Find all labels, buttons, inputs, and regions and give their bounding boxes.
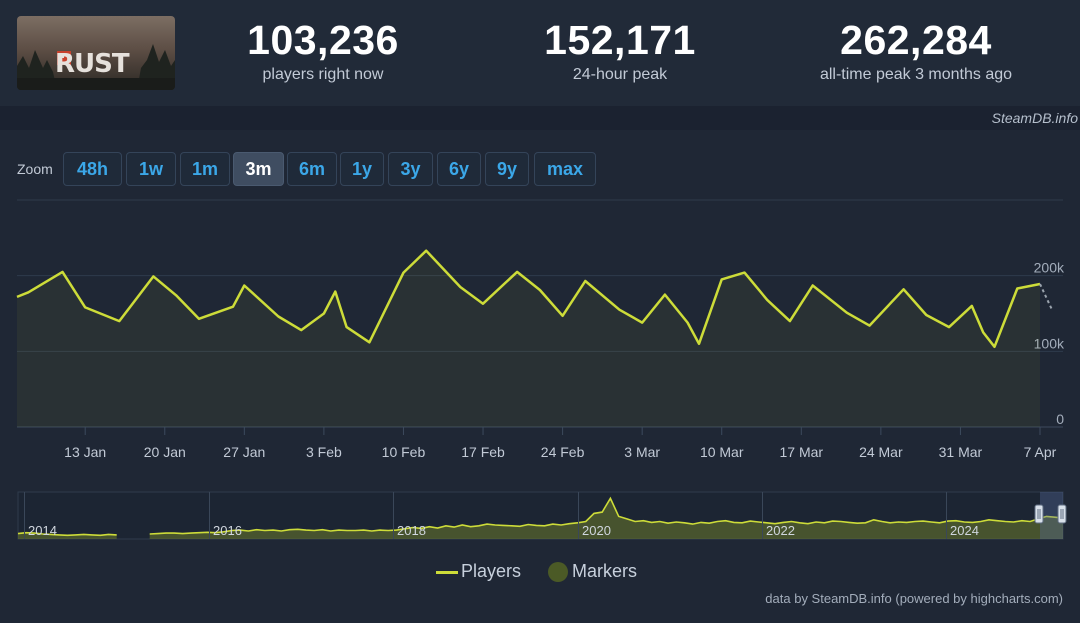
zoom-1w-button[interactable]: 1w [126,152,176,186]
markers-dot-icon [548,562,568,582]
zoom-1y-button[interactable]: 1y [340,152,384,186]
peak-24h-label: 24-hour peak [572,66,668,83]
current-players-value: 103,236 [247,17,399,63]
players-line-icon [436,571,458,574]
logo-text: RUST [55,49,130,79]
peak-24h-value: 152,171 [544,17,696,63]
zoom-9y-button[interactable]: 9y [485,152,529,186]
zoom-label: Zoom [17,161,53,177]
forest-silhouette-icon [17,44,175,90]
zoom-max-button[interactable]: max [534,152,596,186]
peak-24h-stat: 152,171 24-hour peak [500,18,740,84]
zoom-48h-button[interactable]: 48h [63,152,122,186]
chart-panel [0,130,1080,623]
stats-panel: RUST 103,236 players right now 152,171 2… [0,0,1080,106]
all-time-peak-stat: 262,284 all-time peak 3 months ago [776,18,1056,84]
zoom-1m-button[interactable]: 1m [180,152,230,186]
game-logo[interactable]: RUST [17,16,175,90]
all-time-peak-label: all-time peak 3 months ago [819,66,1013,83]
zoom-3y-button[interactable]: 3y [388,152,433,186]
current-players-stat: 103,236 players right now [203,18,443,84]
all-time-peak-value: 262,284 [840,17,992,63]
current-players-label: players right now [262,66,384,83]
zoom-3m-button[interactable]: 3m [233,152,284,186]
zoom-6y-button[interactable]: 6y [437,152,481,186]
steamdb-credit[interactable]: SteamDB.info [991,110,1078,126]
zoom-6m-button[interactable]: 6m [287,152,337,186]
footer-credit[interactable]: data by SteamDB.info (powered by highcha… [765,591,1063,606]
legend-markers-label: Markers [572,561,638,581]
legend-players-label: Players [461,561,522,581]
